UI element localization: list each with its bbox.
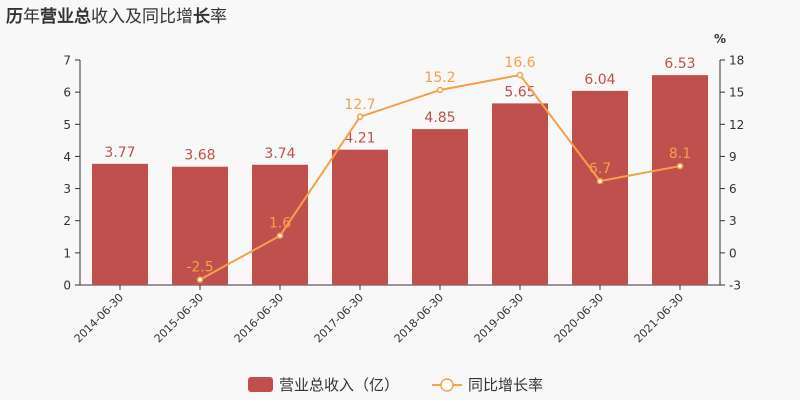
- growth-rate-point: [676, 162, 684, 170]
- left-tick-label: 3: [63, 182, 71, 196]
- right-tick-label: -3: [729, 279, 741, 293]
- left-tick-label: 7: [63, 54, 71, 68]
- growth-rate-point: [196, 276, 204, 283]
- revenue-bar: [412, 129, 468, 285]
- growth-rate-label: 8.1: [669, 146, 691, 162]
- growth-rate-label: 1.6: [269, 216, 291, 232]
- revenue-bar: [252, 164, 308, 285]
- right-tick-label: 3: [729, 214, 737, 228]
- legend-bar-swatch: [248, 377, 273, 392]
- x-tick-label: 2016-06-30: [232, 291, 286, 345]
- title-part: 年: [23, 7, 40, 27]
- revenue-bar-label: 4.21: [344, 131, 375, 147]
- left-tick-label: 6: [63, 86, 71, 100]
- right-tick-label: 12: [729, 118, 744, 132]
- revenue-bar-label: 6.53: [664, 56, 695, 72]
- title-part: 收入及同比增: [91, 7, 193, 27]
- title-part: 率: [210, 7, 227, 27]
- left-tick-label: 5: [63, 118, 71, 132]
- revenue-bar: [572, 90, 628, 285]
- revenue-bar: [172, 166, 228, 285]
- growth-rate-label: 6.7: [589, 161, 611, 177]
- growth-rate-label: 16.6: [504, 55, 535, 71]
- x-tick-label: 2017-06-30: [312, 291, 366, 345]
- left-tick-label: 4: [63, 150, 71, 164]
- growth-rate-label: 12.7: [344, 97, 375, 113]
- x-tick-label: 2019-06-30: [472, 291, 526, 345]
- left-tick-label: 1: [63, 246, 71, 260]
- growth-rate-point: [516, 71, 524, 79]
- legend-bar-label: 营业总收入（亿）: [279, 376, 399, 394]
- legend-line-marker: [440, 378, 454, 392]
- left-tick-label: 2: [63, 214, 71, 228]
- revenue-bar: [92, 163, 148, 285]
- revenue-bar-label: 3.68: [184, 148, 215, 164]
- right-tick-label: 0: [729, 246, 737, 260]
- revenue-bar-label: 3.77: [104, 145, 135, 161]
- growth-rate-label: 15.2: [424, 70, 455, 86]
- growth-rate-point: [276, 232, 284, 239]
- right-axis-unit: %: [714, 32, 726, 46]
- revenue-bar: [332, 149, 388, 285]
- revenue-bar-label: 5.65: [504, 84, 535, 100]
- growth-rate-point: [356, 113, 364, 121]
- x-tick-label: 2014-06-30: [72, 291, 126, 345]
- x-tick-label: 2021-06-30: [632, 291, 686, 345]
- title-part: 营业总: [40, 7, 91, 27]
- x-tick-label: 2020-06-30: [552, 291, 606, 345]
- title-part: 历: [6, 7, 23, 27]
- revenue-bar: [652, 75, 708, 285]
- revenue-bar: [492, 103, 548, 286]
- title-part: 长: [193, 7, 210, 27]
- left-tick-label: 0: [63, 279, 71, 293]
- right-tick-label: 6: [729, 182, 737, 196]
- growth-rate-point: [596, 177, 604, 185]
- growth-rate-label: -2.5: [186, 260, 213, 276]
- x-tick-label: 2018-06-30: [392, 291, 446, 345]
- revenue-bar-label: 3.74: [264, 146, 295, 162]
- right-tick-label: 15: [729, 86, 744, 100]
- legend-line-label: 同比增长率: [468, 376, 543, 394]
- revenue-bar-label: 4.85: [424, 110, 455, 126]
- right-tick-label: 9: [729, 150, 737, 164]
- right-tick-label: 18: [729, 54, 744, 68]
- growth-rate-point: [436, 86, 444, 94]
- chart-title: 历年营业总收入及同比增长率: [6, 2, 227, 27]
- revenue-bar-label: 6.04: [584, 72, 615, 88]
- x-tick-label: 2015-06-30: [152, 291, 206, 345]
